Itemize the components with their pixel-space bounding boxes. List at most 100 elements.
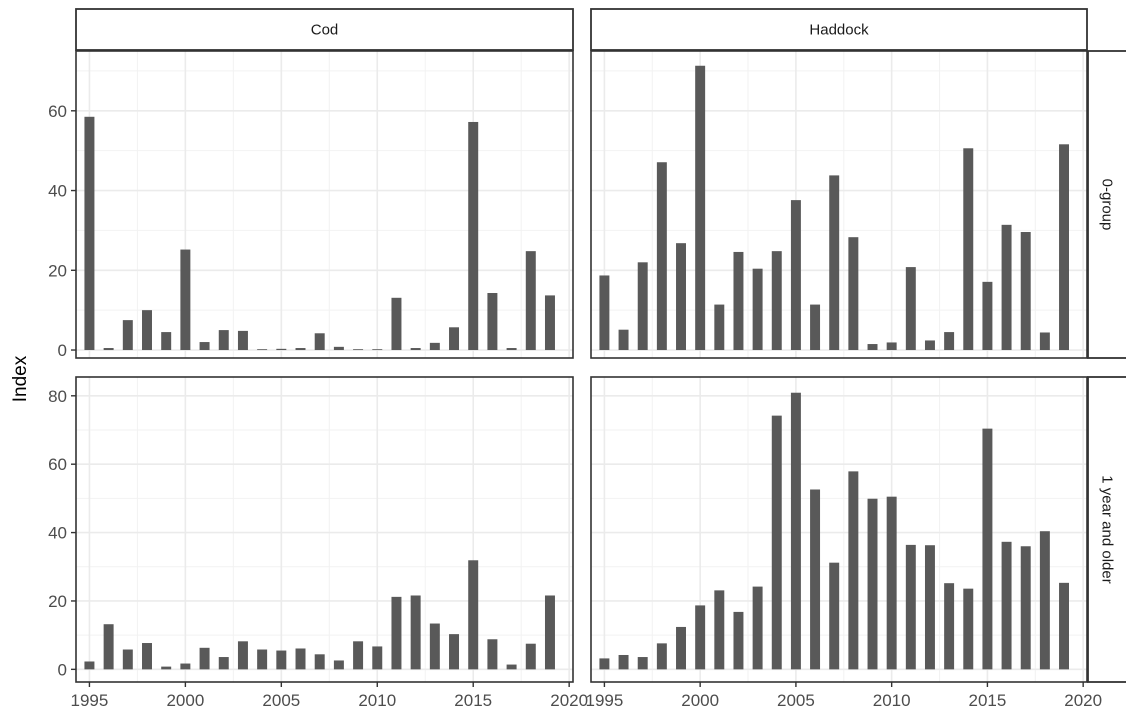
bar-cod-1-year-and-older-2018 [525, 643, 536, 670]
bar-cod-0-group-1997 [122, 320, 133, 351]
bar-haddock-1-year-and-older-2004 [771, 415, 782, 670]
bar-cod-0-group-2012 [410, 348, 421, 351]
axes-layer: 0 20 40 60 0 20 40 60 80 1995 2000 2005 2010 2015 2020… [48, 102, 1102, 710]
bar-cod-0-group-2013 [429, 342, 440, 351]
bar-cod-0-group-1996 [103, 348, 114, 351]
bar-haddock-1-year-and-older-2000 [695, 605, 706, 670]
x-tick-label: 1995 [585, 691, 623, 710]
bar-cod-1-year-and-older-2007 [314, 654, 325, 670]
bar-cod-1-year-and-older-2011 [391, 596, 402, 670]
bar-cod-0-group-2016 [487, 293, 498, 351]
bar-haddock-0-group-2010 [886, 342, 897, 351]
bar-haddock-1-year-and-older-1999 [676, 626, 686, 670]
column-strip [590, 8, 1088, 51]
bar-haddock-1-year-and-older-1996 [618, 654, 629, 670]
bar-haddock-1-year-and-older-2017 [1020, 546, 1031, 670]
bar-cod-0-group-2010 [372, 349, 383, 351]
x-tick-label: 2010 [873, 691, 911, 710]
bar-haddock-1-year-and-older-2011 [905, 544, 916, 670]
x-tick-label: 2015 [969, 691, 1007, 710]
x-tick-label: 2005 [777, 691, 815, 710]
bar-haddock-0-group-2018 [1039, 332, 1050, 351]
bar-cod-0-group-2014 [449, 327, 460, 351]
bar-haddock-0-group-2005 [790, 200, 801, 351]
y-tick-label: 20 [48, 592, 67, 611]
bar-haddock-1-year-and-older-2006 [810, 489, 821, 670]
bar-cod-1-year-and-older-2017 [506, 664, 517, 670]
column-strip-label: Cod [311, 22, 339, 39]
panel-frame [590, 50, 1088, 359]
bar-cod-1-year-and-older-1996 [103, 624, 114, 670]
bar-haddock-1-year-and-older-2002 [733, 611, 744, 670]
y-tick-label: 20 [48, 261, 67, 280]
bar-haddock-0-group-1999 [676, 243, 686, 351]
strips-layer: 0-group 1 year and older Cod Haddock [75, 8, 1126, 683]
bars-layer [84, 65, 1069, 670]
bar-cod-1-year-and-older-1997 [122, 649, 133, 670]
bar-haddock-0-group-2015 [982, 281, 993, 351]
y-axis-title: Index [10, 355, 31, 402]
x-tick-label: 2010 [358, 691, 396, 710]
bar-haddock-0-group-2007 [829, 175, 840, 351]
bar-cod-1-year-and-older-2001 [199, 647, 210, 670]
bar-cod-0-group-2004 [257, 349, 268, 351]
bar-cod-0-group-2008 [333, 346, 344, 351]
row-strip [1087, 50, 1126, 359]
row-strip-label: 1 year and older [1099, 475, 1116, 583]
x-tick-label: 2000 [681, 691, 719, 710]
column-strip [75, 8, 574, 51]
panel-frame [75, 376, 574, 683]
column-strip-label: Haddock [809, 22, 869, 39]
bar-haddock-0-group-2008 [848, 237, 859, 351]
bar-cod-1-year-and-older-2014 [449, 634, 460, 670]
bar-haddock-1-year-and-older-2007 [829, 562, 840, 670]
bar-cod-1-year-and-older-2003 [237, 641, 248, 670]
y-tick-label: 40 [48, 524, 67, 543]
bar-cod-1-year-and-older-2004 [257, 649, 268, 670]
bar-cod-0-group-1995 [84, 116, 95, 351]
bar-cod-1-year-and-older-2010 [372, 646, 383, 670]
x-tick-label: 2020 [1064, 691, 1102, 710]
bar-cod-1-year-and-older-1995 [84, 661, 95, 670]
bar-haddock-1-year-and-older-2016 [1001, 541, 1012, 670]
bar-haddock-0-group-2009 [867, 344, 878, 351]
x-tick-label: 1995 [71, 691, 109, 710]
bar-haddock-0-group-1996 [618, 329, 629, 351]
bar-haddock-0-group-1998 [656, 162, 667, 351]
bar-haddock-1-year-and-older-1997 [637, 657, 648, 670]
bar-haddock-0-group-2014 [963, 148, 974, 351]
bar-cod-0-group-2006 [295, 348, 306, 351]
bar-haddock-1-year-and-older-2012 [924, 545, 935, 670]
y-tick-label: 80 [48, 387, 67, 406]
x-tick-label: 2015 [454, 691, 492, 710]
bar-cod-1-year-and-older-2013 [429, 623, 440, 670]
bar-cod-1-year-and-older-2019 [544, 595, 555, 670]
y-tick-label: 60 [48, 455, 67, 474]
bar-haddock-1-year-and-older-2005 [790, 392, 801, 670]
bar-cod-0-group-2001 [199, 342, 210, 351]
bar-cod-0-group-2003 [237, 330, 248, 351]
bar-haddock-0-group-2006 [810, 304, 821, 351]
bar-haddock-0-group-2001 [714, 304, 725, 351]
bar-cod-0-group-2007 [314, 333, 325, 351]
x-tick-label: 2000 [166, 691, 204, 710]
bar-cod-0-group-1998 [142, 310, 152, 351]
bar-haddock-1-year-and-older-2008 [848, 471, 859, 670]
y-tick-label: 0 [58, 660, 67, 679]
bar-haddock-1-year-and-older-2010 [886, 496, 897, 670]
y-tick-label: 40 [48, 182, 67, 201]
bar-cod-0-group-2019 [544, 295, 555, 351]
bar-haddock-1-year-and-older-2013 [944, 583, 955, 670]
grid-layer [76, 51, 1087, 682]
bar-cod-1-year-and-older-2005 [276, 650, 287, 670]
bar-cod-0-group-2009 [353, 349, 364, 351]
y-tick-label: 0 [58, 341, 67, 360]
bar-haddock-0-group-2016 [1001, 224, 1012, 351]
bar-cod-1-year-and-older-2000 [180, 663, 191, 670]
bar-cod-1-year-and-older-2002 [218, 657, 229, 670]
x-tick-label: 2020 [550, 691, 588, 710]
bar-cod-1-year-and-older-1999 [161, 666, 172, 670]
x-tick-label: 2005 [262, 691, 300, 710]
bar-haddock-1-year-and-older-2014 [963, 588, 974, 670]
